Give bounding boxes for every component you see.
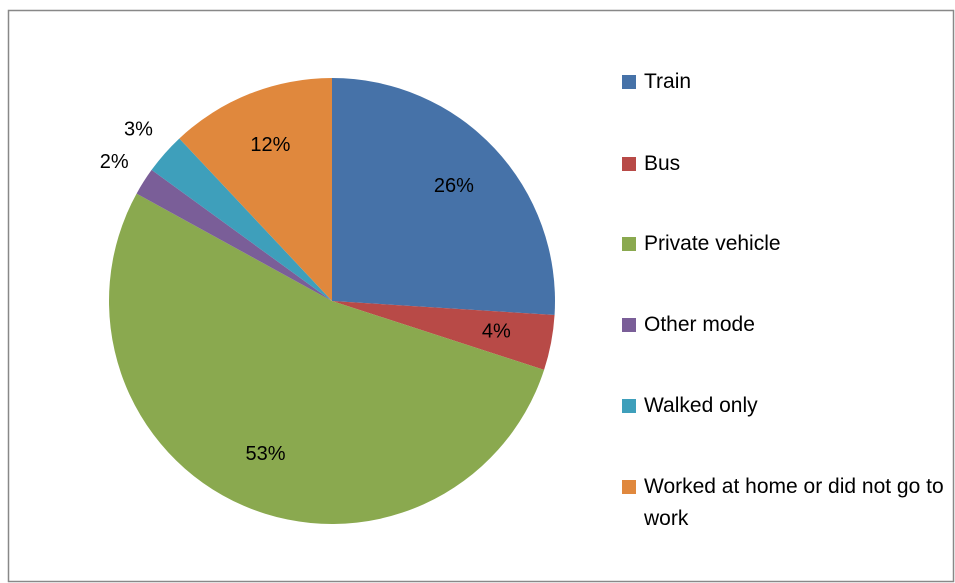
pie-slice	[179, 78, 332, 301]
pie-slice	[136, 169, 332, 301]
legend-label: Private vehicle	[644, 232, 781, 255]
legend-swatch	[622, 318, 636, 332]
pie-slice	[109, 193, 545, 524]
data-label: 2%	[100, 151, 129, 173]
legend-item: Worked at home or did not go to work	[622, 471, 944, 535]
data-label: 4%	[482, 321, 511, 343]
legend-item: Private vehicle	[622, 228, 944, 260]
legend-swatch	[622, 237, 636, 251]
data-label: 12%	[250, 134, 290, 156]
pie-slice	[151, 138, 332, 301]
pie-slice	[332, 301, 555, 370]
legend-label: Walked only	[644, 394, 758, 417]
data-label: 3%	[124, 119, 153, 141]
legend-swatch	[622, 75, 636, 89]
legend-label: Worked at home or did not go to work	[644, 475, 944, 530]
legend-swatch	[622, 399, 636, 413]
legend-item: Train	[622, 66, 944, 98]
legend-label: Bus	[644, 152, 681, 175]
legend-item: Other mode	[622, 309, 944, 341]
legend-item: Bus	[622, 148, 944, 180]
frame	[7, 9, 955, 583]
legend-swatch	[622, 480, 636, 494]
legend-label: Train	[644, 70, 692, 93]
legend-swatch	[622, 157, 636, 171]
legend-label: Other mode	[644, 313, 755, 336]
legend-item: Walked only	[622, 390, 944, 422]
pie-slice	[332, 78, 555, 316]
data-label: 26%	[434, 175, 474, 197]
data-label: 53%	[246, 443, 286, 465]
